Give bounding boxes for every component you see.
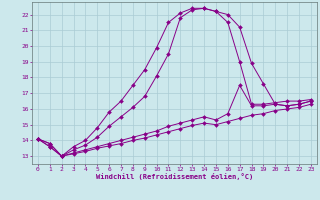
X-axis label: Windchill (Refroidissement éolien,°C): Windchill (Refroidissement éolien,°C) [96, 173, 253, 180]
